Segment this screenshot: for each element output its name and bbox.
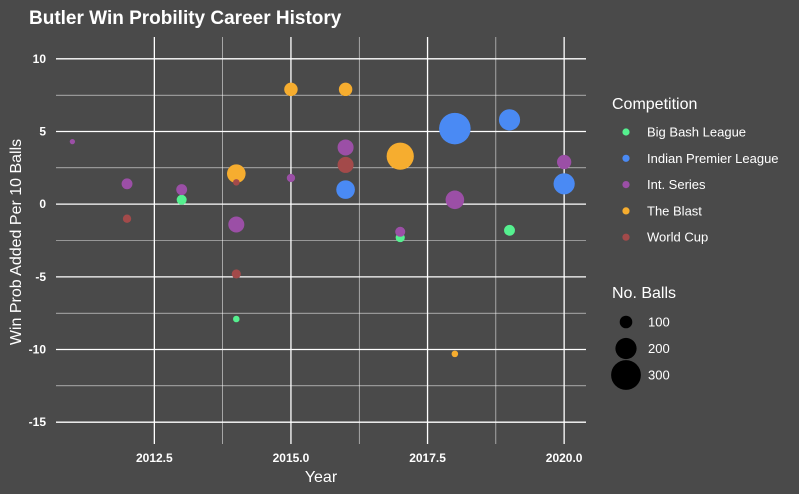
legend-swatch-dot <box>622 128 630 136</box>
data-point <box>233 179 240 186</box>
data-point <box>338 82 353 97</box>
data-point <box>121 178 133 190</box>
data-point <box>284 82 298 97</box>
data-point <box>439 112 471 145</box>
data-point <box>336 180 355 199</box>
legend-size-dot <box>615 337 637 360</box>
data-point <box>553 173 575 195</box>
chart-title: Butler Win Probility Career History <box>29 8 342 29</box>
data-point <box>69 139 76 145</box>
x-tick-label: 2012.5 <box>136 451 173 465</box>
data-points <box>69 82 575 358</box>
data-point <box>176 184 188 196</box>
grid <box>56 37 586 444</box>
balls-legend-title: No. Balls <box>612 285 676 302</box>
competition-legend: Competition Big Bash League Indian Premie… <box>612 96 779 245</box>
legend-entry-label: Int. Series <box>647 177 706 192</box>
legend-swatch-dot <box>622 154 630 162</box>
legend-size-label: 200 <box>648 341 670 356</box>
legend-entry-label: Indian Premier League <box>647 151 779 166</box>
data-point <box>445 190 465 210</box>
y-axis-label: Win Prob Added Per 10 Balls <box>8 139 25 345</box>
x-tick-label: 2015.0 <box>273 451 310 465</box>
legend-swatch-dot <box>622 207 630 215</box>
data-point <box>231 269 241 279</box>
axis-ticks: 2012.5 2015.0 2017.5 2020.0 -15 -10 -5 0 5 10 <box>29 52 583 465</box>
data-point <box>122 214 132 223</box>
legend-entry-label: World Cup <box>647 230 708 245</box>
legend-size-dot <box>611 360 641 390</box>
data-point <box>386 142 414 170</box>
y-tick-label: -10 <box>29 343 47 357</box>
legend-entry-label: Big Bash League <box>647 125 746 140</box>
x-tick-label: 2020.0 <box>546 451 583 465</box>
balls-legend: No. Balls 100 200 300 <box>611 285 676 390</box>
data-point <box>337 139 354 156</box>
y-tick-label: -15 <box>29 415 47 429</box>
data-point <box>233 315 240 323</box>
data-point <box>504 224 515 236</box>
y-tick-label: 10 <box>33 52 47 66</box>
data-point <box>176 194 187 205</box>
legend-size-label: 100 <box>648 315 670 330</box>
legend-size-label: 300 <box>648 368 670 383</box>
data-point <box>498 109 521 131</box>
data-point <box>286 173 296 183</box>
x-axis-label: Year <box>305 469 338 486</box>
legend-swatch-dot <box>622 233 630 241</box>
data-point <box>395 226 406 237</box>
y-tick-label: 0 <box>39 197 46 211</box>
data-point <box>337 156 354 173</box>
data-point <box>556 154 572 170</box>
competition-legend-title: Competition <box>612 96 697 113</box>
legend-entry-label: The Blast <box>647 203 702 218</box>
y-tick-label: -5 <box>35 270 46 284</box>
data-point <box>226 164 246 183</box>
data-point <box>451 350 459 358</box>
legend-size-dot <box>619 315 633 329</box>
legend-swatch-dot <box>622 181 630 189</box>
data-point <box>228 216 245 233</box>
x-tick-label: 2017.5 <box>409 451 446 465</box>
y-tick-label: 5 <box>39 124 46 138</box>
